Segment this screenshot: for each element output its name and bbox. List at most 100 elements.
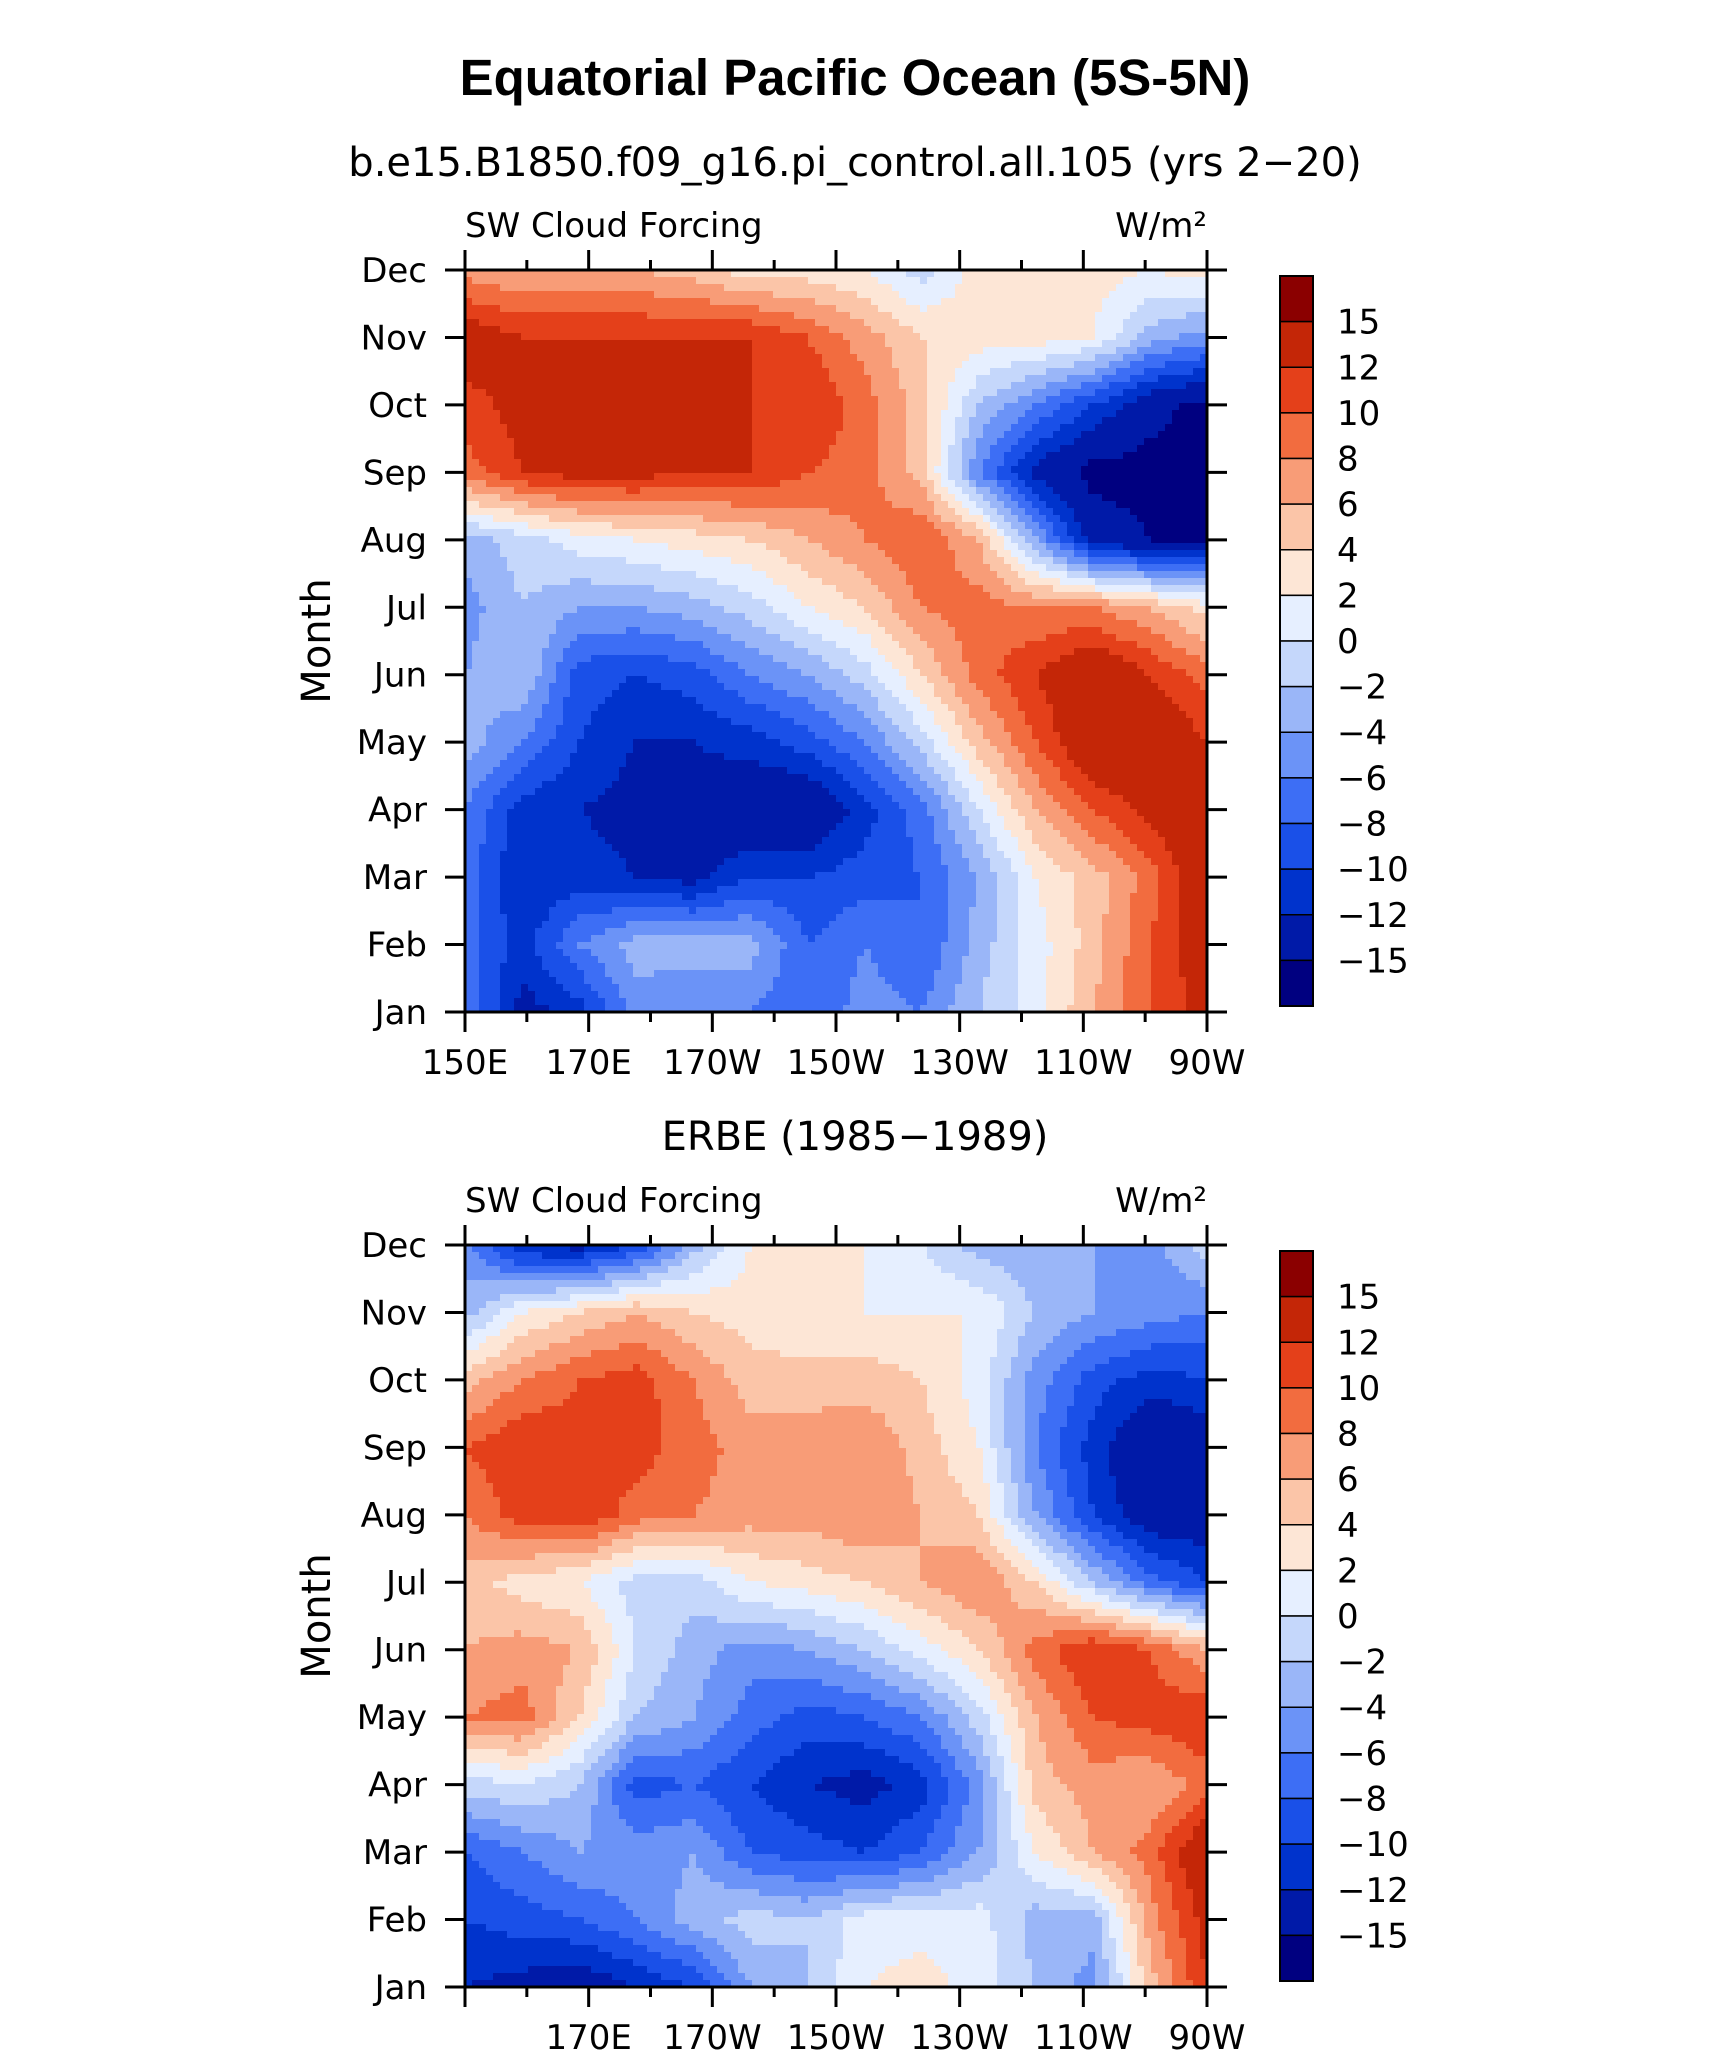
field-cell	[773, 529, 781, 537]
field-cell	[1004, 480, 1012, 488]
field-cell	[808, 368, 816, 376]
field-cell	[773, 277, 781, 285]
field-cell	[808, 466, 816, 474]
field-cell	[941, 424, 949, 432]
field-cell	[990, 361, 998, 369]
field-cell	[815, 417, 823, 425]
field-cell	[1018, 396, 1026, 404]
field-cell	[703, 277, 711, 285]
field-cell	[899, 445, 907, 453]
field-cell	[549, 585, 557, 593]
field-cell	[1032, 354, 1040, 362]
field-cell	[486, 277, 494, 285]
field-cell	[1102, 389, 1110, 397]
field-cell	[668, 466, 676, 474]
field-cell	[605, 550, 613, 558]
field-cell	[829, 571, 837, 579]
field-cell	[976, 305, 984, 313]
field-cell	[1046, 487, 1054, 495]
field-cell	[619, 578, 627, 586]
field-cell	[570, 403, 578, 411]
field-cell	[1095, 501, 1103, 509]
field-cell	[997, 424, 1005, 432]
field-cell	[976, 557, 984, 565]
field-cell	[521, 473, 529, 481]
field-cell	[1067, 403, 1075, 411]
field-cell	[990, 550, 998, 558]
field-cell	[710, 459, 718, 467]
field-cell	[1018, 305, 1026, 313]
field-cell	[899, 298, 907, 306]
field-cell	[822, 389, 830, 397]
field-cell	[906, 396, 914, 404]
field-cell	[577, 403, 585, 411]
field-cell	[913, 564, 921, 572]
field-cell	[808, 592, 816, 600]
field-cell	[598, 375, 606, 383]
field-cell	[1095, 403, 1103, 411]
field-cell	[1053, 277, 1061, 285]
field-cell	[1165, 319, 1173, 327]
field-cell	[752, 396, 760, 404]
field-cell	[871, 305, 879, 313]
field-cell	[983, 291, 991, 299]
field-cell	[1046, 571, 1054, 579]
field-cell	[710, 529, 718, 537]
field-cell	[521, 347, 529, 355]
field-cell	[885, 557, 893, 565]
field-cell	[766, 543, 774, 551]
field-cell	[703, 431, 711, 439]
field-cell	[591, 410, 599, 418]
field-cell	[752, 368, 760, 376]
field-cell	[766, 585, 774, 593]
field-cell	[500, 389, 508, 397]
field-cell	[1004, 515, 1012, 523]
field-cell	[899, 291, 907, 299]
field-cell	[598, 466, 606, 474]
field-cell	[556, 312, 564, 320]
field-cell	[598, 592, 606, 600]
field-cell	[654, 396, 662, 404]
field-cell	[1095, 480, 1103, 488]
field-cell	[850, 361, 858, 369]
field-cell	[528, 312, 536, 320]
field-cell	[955, 585, 963, 593]
field-cell	[1144, 410, 1152, 418]
field-cell	[570, 571, 578, 579]
field-cell	[549, 480, 557, 488]
field-cell	[654, 340, 662, 348]
field-cell	[647, 550, 655, 558]
field-cell	[997, 361, 1005, 369]
field-cell	[808, 487, 816, 495]
field-cell	[682, 529, 690, 537]
field-cell	[913, 424, 921, 432]
field-cell	[1095, 438, 1103, 446]
field-cell	[584, 529, 592, 537]
field-cell	[640, 403, 648, 411]
field-cell	[906, 298, 914, 306]
field-cell	[661, 347, 669, 355]
field-cell	[1130, 592, 1138, 600]
field-cell	[710, 494, 718, 502]
field-cell	[731, 438, 739, 446]
field-cell	[815, 396, 823, 404]
field-cell	[1193, 424, 1201, 432]
field-cell	[535, 410, 543, 418]
field-cell	[759, 466, 767, 474]
field-cell	[1011, 340, 1019, 348]
field-cell	[703, 396, 711, 404]
field-cell	[962, 543, 970, 551]
field-cell	[780, 557, 788, 565]
field-cell	[598, 417, 606, 425]
field-cell	[591, 284, 599, 292]
field-cell	[745, 550, 753, 558]
field-cell	[1095, 326, 1103, 334]
field-cell	[1053, 424, 1061, 432]
field-cell	[528, 452, 536, 460]
field-cell	[584, 585, 592, 593]
field-cell	[745, 564, 753, 572]
field-cell	[472, 389, 480, 397]
field-cell	[1116, 403, 1124, 411]
field-cell	[1011, 291, 1019, 299]
field-cell	[591, 431, 599, 439]
